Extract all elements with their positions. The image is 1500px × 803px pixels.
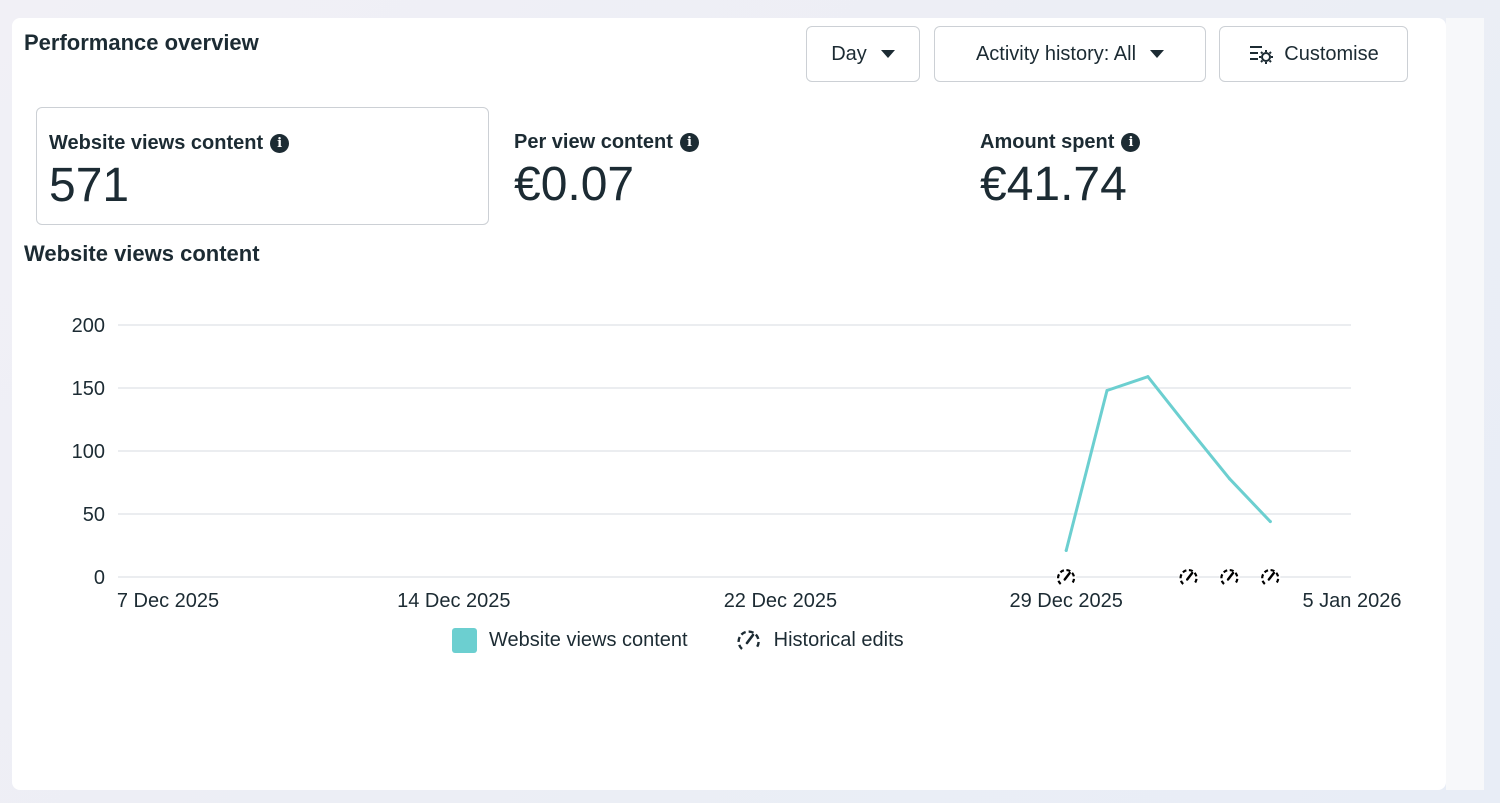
y-tick-label: 200 bbox=[72, 315, 105, 337]
historical-edits-icon bbox=[737, 630, 760, 650]
chart-title: Website views content bbox=[24, 241, 260, 266]
metric-label: Website views content bbox=[49, 132, 264, 154]
x-tick-label: 14 Dec 2025 bbox=[397, 590, 510, 612]
caret-down-icon bbox=[1150, 50, 1165, 58]
activity-history-label: Activity history: All bbox=[975, 42, 1137, 65]
customise-settings-icon bbox=[1250, 46, 1274, 64]
data-point bbox=[1228, 477, 1232, 481]
y-tick-label: 100 bbox=[72, 441, 105, 463]
x-tick-label: 5 Jan 2026 bbox=[1303, 590, 1402, 612]
data-point bbox=[1105, 389, 1109, 393]
historical-edit-marker[interactable] bbox=[1260, 567, 1281, 587]
historical-edit-marker[interactable] bbox=[1056, 567, 1077, 587]
side-panel-edge bbox=[1446, 18, 1484, 790]
historical-edit-marker[interactable] bbox=[1178, 567, 1199, 587]
legend-series-label: Website views content bbox=[489, 628, 688, 651]
metric-per-view[interactable]: Per view content i €0.07 bbox=[502, 107, 942, 225]
x-tick-label: 22 Dec 2025 bbox=[724, 590, 837, 612]
x-tick-label: 7 Dec 2025 bbox=[117, 590, 219, 612]
caret-down-icon bbox=[880, 50, 895, 58]
customise-button[interactable]: Customise bbox=[1219, 26, 1408, 82]
activity-history-dropdown[interactable]: Activity history: All bbox=[934, 26, 1206, 82]
metric-amount-spent[interactable]: Amount spent i €41.74 bbox=[968, 107, 1408, 225]
metric-label: Per view content bbox=[514, 131, 673, 153]
info-icon[interactable]: i bbox=[679, 133, 699, 152]
panel-title: Performance overview bbox=[24, 30, 259, 55]
metric-website-views[interactable]: Website views content i 571 bbox=[36, 107, 489, 225]
y-tick-label: 150 bbox=[72, 378, 105, 400]
y-tick-label: 0 bbox=[94, 567, 105, 589]
y-tick-label: 50 bbox=[83, 504, 105, 526]
chart-legend: Website views content Historical edits bbox=[452, 626, 904, 654]
info-icon[interactable]: i bbox=[270, 134, 290, 153]
day-dropdown-label: Day bbox=[831, 42, 867, 65]
legend-item-historical-edits[interactable]: Historical edits bbox=[736, 627, 904, 653]
data-point bbox=[1268, 520, 1272, 524]
data-point bbox=[1187, 426, 1191, 430]
legend-swatch bbox=[452, 627, 477, 653]
customise-label: Customise bbox=[1284, 42, 1379, 65]
legend-item-series[interactable]: Website views content bbox=[452, 627, 688, 653]
metric-value: €0.07 bbox=[514, 158, 635, 211]
series-line bbox=[1064, 375, 1272, 552]
metric-value: 571 bbox=[49, 159, 130, 212]
x-tick-label: 29 Dec 2025 bbox=[1009, 590, 1122, 612]
metric-label: Amount spent bbox=[980, 131, 1115, 153]
day-dropdown[interactable]: Day bbox=[806, 26, 920, 82]
data-point bbox=[1064, 549, 1068, 553]
data-point bbox=[1146, 375, 1150, 379]
legend-edits-label: Historical edits bbox=[773, 628, 904, 651]
info-icon[interactable]: i bbox=[1121, 133, 1141, 152]
historical-edit-marker[interactable] bbox=[1219, 567, 1240, 587]
metric-value: €41.74 bbox=[980, 158, 1127, 211]
performance-card bbox=[12, 18, 1446, 790]
